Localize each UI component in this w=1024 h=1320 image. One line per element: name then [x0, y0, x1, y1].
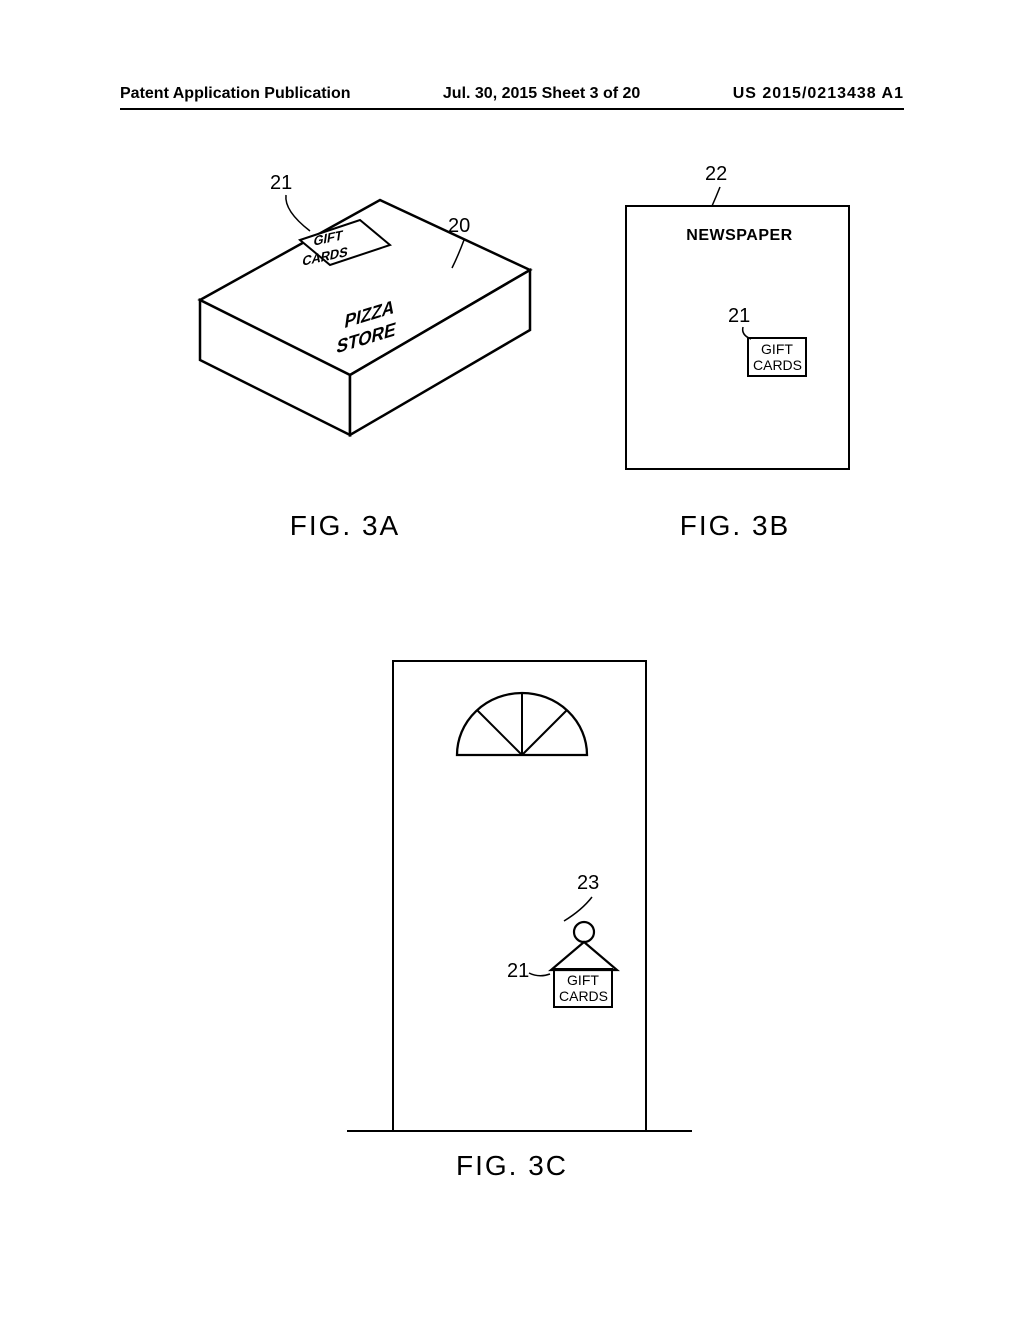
- leader-21-b: [735, 325, 760, 343]
- page-header: Patent Application Publication Jul. 30, …: [0, 85, 1024, 103]
- giftcards-box-3c: GIFT CARDS: [553, 968, 613, 1008]
- fig-3a: GIFT CARDS PIZZA STORE 21 20 FIG. 3A: [150, 190, 540, 550]
- door-rect: GIFT CARDS: [392, 660, 647, 1130]
- gc3c-l1: GIFT: [567, 972, 599, 988]
- ref-21: 21: [270, 172, 292, 195]
- header-rule: [120, 108, 904, 110]
- leader-22: [710, 185, 740, 210]
- giftcards-box-3b: GIFT CARDS: [747, 337, 807, 377]
- fig-3a-label: FIG. 3A: [150, 510, 540, 542]
- fig-3b-label: FIG. 3B: [595, 510, 875, 542]
- leader-20: [450, 238, 490, 273]
- pizza-box-svg: GIFT CARDS PIZZA STORE: [150, 190, 540, 480]
- leader-21-c: [527, 968, 557, 983]
- fig-3c-label: FIG. 3C: [312, 1150, 712, 1182]
- ref-22: 22: [705, 163, 727, 186]
- fig-3c: GIFT CARDS 23 21 FIG. 3C: [312, 640, 712, 1200]
- header-middle: Jul. 30, 2015 Sheet 3 of 20: [443, 85, 640, 103]
- door-window-svg: [452, 690, 592, 765]
- leader-23-c: [562, 895, 602, 925]
- header-left: Patent Application Publication: [120, 85, 351, 103]
- fig-3b: NEWSPAPER GIFT CARDS 22 21 FIG. 3B: [595, 175, 875, 550]
- gc3b-l2: CARDS: [753, 357, 802, 373]
- ground-left: [347, 1130, 692, 1132]
- header-right: US 2015/0213438 A1: [733, 85, 904, 103]
- newspaper-title: NEWSPAPER: [627, 227, 852, 245]
- ref-20: 20: [448, 215, 470, 238]
- gc3c-l2: CARDS: [559, 988, 608, 1004]
- ref-21-c: 21: [507, 960, 529, 983]
- gc3b-l1: GIFT: [761, 341, 793, 357]
- leader-21: [278, 193, 328, 233]
- ref-23: 23: [577, 872, 599, 895]
